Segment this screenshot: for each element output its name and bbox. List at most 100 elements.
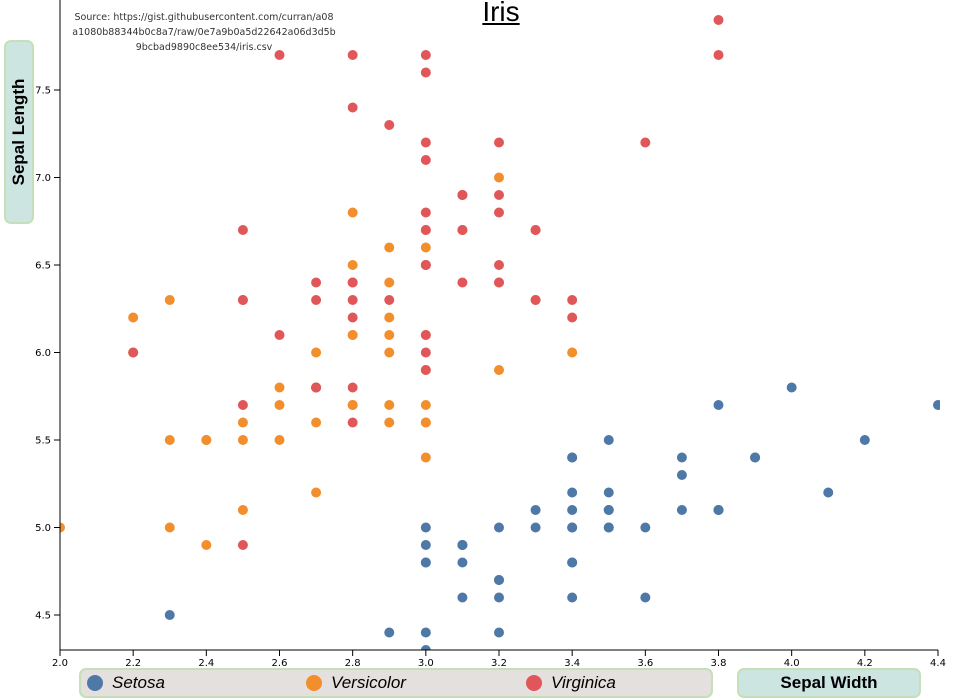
point-setosa <box>713 505 724 515</box>
point-virginica <box>494 137 504 148</box>
point-setosa <box>859 435 870 445</box>
point-versicolor <box>347 260 358 270</box>
y-tick: 7.0 <box>35 173 60 184</box>
point-setosa <box>640 522 651 533</box>
y-tick-label: 5.5 <box>35 436 51 447</box>
point-versicolor <box>201 435 212 445</box>
x-tick: 3.0 <box>418 650 434 669</box>
point-virginica <box>347 312 358 323</box>
point-virginica <box>237 400 248 410</box>
point-virginica <box>567 295 578 305</box>
legend-swatch <box>87 675 103 691</box>
point-setosa <box>494 522 504 533</box>
point-versicolor <box>420 417 431 428</box>
point-virginica <box>640 137 651 148</box>
point-setosa <box>457 540 468 550</box>
point-setosa <box>676 452 687 463</box>
point-versicolor <box>311 487 322 498</box>
point-virginica <box>420 207 431 218</box>
y-tick-label: 7.5 <box>35 86 51 97</box>
point-virginica <box>420 155 431 165</box>
y-tick: 6.5 <box>35 261 60 272</box>
point-setosa <box>603 505 614 515</box>
point-versicolor <box>347 400 358 410</box>
x-tick: 4.2 <box>857 650 873 669</box>
point-setosa <box>603 435 614 445</box>
y-tick-label: 6.5 <box>35 261 51 272</box>
point-versicolor <box>201 540 212 550</box>
point-versicolor <box>384 242 395 253</box>
point-versicolor <box>384 417 395 428</box>
point-versicolor <box>274 400 285 410</box>
point-setosa <box>164 610 175 620</box>
x-tick: 3.8 <box>711 650 726 669</box>
point-virginica <box>274 50 285 60</box>
x-tick: 2.0 <box>52 650 68 669</box>
x-tick-label: 3.0 <box>418 658 434 669</box>
x-tick-label: 2.4 <box>198 658 214 669</box>
point-setosa <box>713 400 724 410</box>
point-versicolor <box>311 347 322 358</box>
point-virginica <box>530 225 541 235</box>
x-tick-label: 2.0 <box>52 658 68 669</box>
point-virginica <box>384 120 395 130</box>
y-tick: 5.5 <box>35 436 60 447</box>
point-virginica <box>237 540 248 550</box>
y-tick-label: 7.0 <box>35 173 51 184</box>
point-setosa <box>567 452 578 463</box>
x-tick-label: 4.4 <box>930 658 946 669</box>
point-versicolor <box>237 435 248 445</box>
point-setosa <box>603 487 614 498</box>
point-versicolor <box>237 505 248 515</box>
x-axis: 2.0 2.2 2.4 2.6 2.8 3.0 3.2 3.4 3.6 3.8 4.0 4.2 4.4 <box>52 649 946 669</box>
point-virginica <box>457 277 468 288</box>
point-versicolor <box>384 400 395 410</box>
source-note: Source: https://gist.githubusercontent.c… <box>72 12 336 53</box>
legend-label: Virginica <box>551 673 616 692</box>
y-tick-label: 4.5 <box>35 611 51 622</box>
x-tick-label: 3.2 <box>491 658 507 669</box>
point-virginica <box>713 15 724 25</box>
point-virginica <box>494 207 504 218</box>
x-tick-label: 4.0 <box>784 658 800 669</box>
point-virginica <box>494 277 504 288</box>
x-tick-label: 4.2 <box>857 658 873 669</box>
point-virginica <box>311 382 322 393</box>
point-setosa <box>530 522 541 533</box>
point-versicolor <box>494 365 504 375</box>
point-virginica <box>420 260 431 270</box>
point-setosa <box>676 505 687 515</box>
y-tick-label: 6.0 <box>35 348 51 359</box>
y-tick: 7.5 <box>35 86 60 97</box>
point-versicolor <box>420 242 431 253</box>
point-setosa <box>567 505 578 515</box>
point-setosa <box>676 470 687 480</box>
x-axis-label: Sepal Width <box>737 668 921 698</box>
legend-swatch <box>526 675 542 691</box>
point-versicolor <box>164 435 175 445</box>
point-setosa <box>823 487 834 498</box>
legend-item-versicolor[interactable]: Versicolor <box>306 673 406 693</box>
point-virginica <box>494 190 504 200</box>
point-setosa <box>933 400 940 410</box>
legend-item-setosa[interactable]: Setosa <box>87 673 165 693</box>
point-setosa <box>567 522 578 533</box>
point-virginica <box>237 225 248 235</box>
legend: Setosa Versicolor Virginica <box>79 668 713 698</box>
point-setosa <box>786 382 797 393</box>
point-setosa <box>603 522 614 533</box>
legend-item-virginica[interactable]: Virginica <box>526 673 616 693</box>
point-setosa <box>567 487 578 498</box>
point-setosa <box>494 627 504 638</box>
x-tick: 3.6 <box>637 650 653 669</box>
x-tick: 4.0 <box>784 650 800 669</box>
point-setosa <box>384 627 395 638</box>
point-versicolor <box>494 172 504 183</box>
point-versicolor <box>311 417 322 428</box>
point-versicolor <box>420 400 431 410</box>
y-axis: 4.5 5.0 5.5 6.0 6.5 7.0 7.5 <box>35 0 61 650</box>
point-versicolor <box>274 382 285 393</box>
chart-title: Iris <box>482 0 520 27</box>
point-virginica <box>347 50 358 60</box>
x-tick-label: 3.6 <box>637 658 653 669</box>
